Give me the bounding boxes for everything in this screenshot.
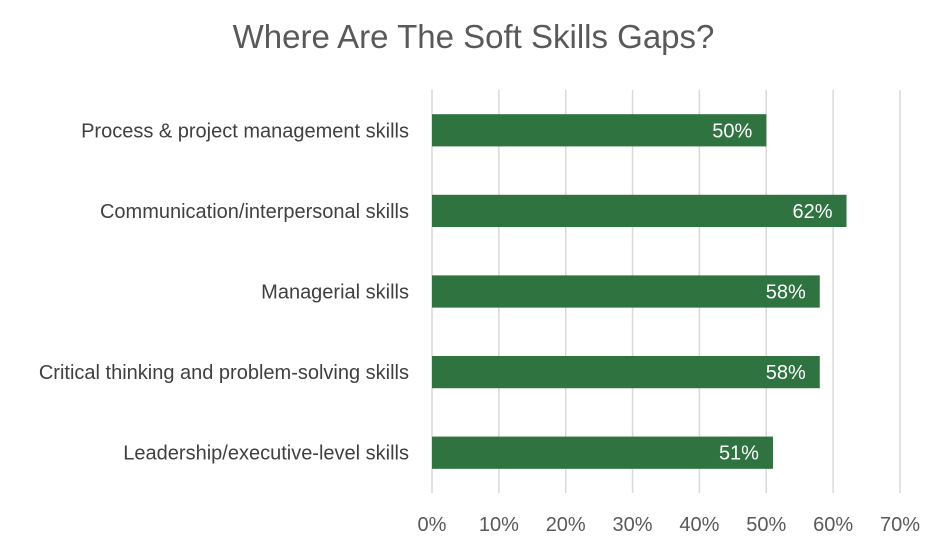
x-tick-label: 70% <box>880 514 920 536</box>
category-label: Critical thinking and problem-solving sk… <box>39 362 409 384</box>
label-layer: Process & project management skills 50% Co… <box>39 120 833 464</box>
bar <box>432 355 820 389</box>
data-label: 58% <box>766 362 806 384</box>
x-tick-label: 10% <box>479 514 519 536</box>
bar <box>432 194 847 228</box>
x-tick-label: 40% <box>679 514 719 536</box>
data-label: 50% <box>712 120 752 142</box>
bar <box>432 114 767 147</box>
data-label: 58% <box>766 282 806 304</box>
data-label: 51% <box>719 443 759 465</box>
category-label: Communication/interpersonal skills <box>100 201 409 223</box>
category-label: Managerial skills <box>261 282 409 304</box>
bar <box>432 275 820 308</box>
bar <box>432 436 773 469</box>
x-tick-label: 20% <box>546 514 586 536</box>
x-tick-label: 30% <box>613 514 653 536</box>
x-tick-label: 60% <box>813 514 853 536</box>
bar-layer <box>432 114 847 469</box>
data-label: 62% <box>792 201 832 223</box>
tick-layer: 0% 10% 20% 30% 40% 50% 60% 70% <box>418 514 921 536</box>
category-label: Leadership/executive-level skills <box>123 443 409 465</box>
x-tick-label: 50% <box>746 514 786 536</box>
chart-title: Where Are The Soft Skills Gaps? <box>232 18 715 55</box>
category-label: Process & project management skills <box>81 120 409 142</box>
x-tick-label: 0% <box>418 514 447 536</box>
